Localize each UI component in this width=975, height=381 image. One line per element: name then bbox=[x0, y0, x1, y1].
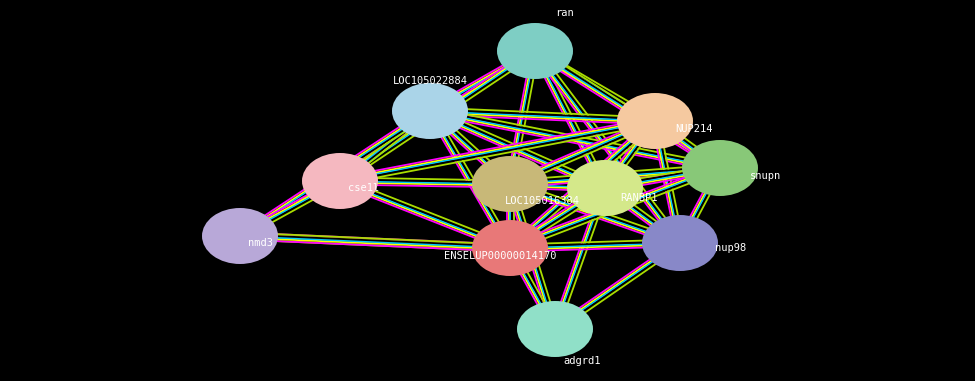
Text: nmd3: nmd3 bbox=[248, 238, 273, 248]
Ellipse shape bbox=[302, 153, 378, 209]
Text: adgrd1: adgrd1 bbox=[563, 356, 601, 366]
Ellipse shape bbox=[517, 301, 593, 357]
Ellipse shape bbox=[392, 83, 468, 139]
Ellipse shape bbox=[497, 23, 573, 79]
Text: cse1l: cse1l bbox=[348, 183, 379, 193]
Ellipse shape bbox=[617, 93, 693, 149]
Ellipse shape bbox=[202, 208, 278, 264]
Ellipse shape bbox=[682, 140, 758, 196]
Text: LOC105022884: LOC105022884 bbox=[393, 76, 467, 86]
Text: RANBP1: RANBP1 bbox=[620, 193, 657, 203]
Ellipse shape bbox=[567, 160, 643, 216]
Text: nup98: nup98 bbox=[715, 243, 746, 253]
Text: LOC105016384: LOC105016384 bbox=[505, 196, 580, 206]
Ellipse shape bbox=[642, 215, 718, 271]
Text: snupn: snupn bbox=[750, 171, 781, 181]
Ellipse shape bbox=[472, 156, 548, 212]
Text: NUP214: NUP214 bbox=[675, 124, 713, 134]
Text: ran: ran bbox=[555, 8, 573, 18]
Ellipse shape bbox=[472, 220, 548, 276]
Text: ENSELUP00000014170: ENSELUP00000014170 bbox=[444, 251, 557, 261]
